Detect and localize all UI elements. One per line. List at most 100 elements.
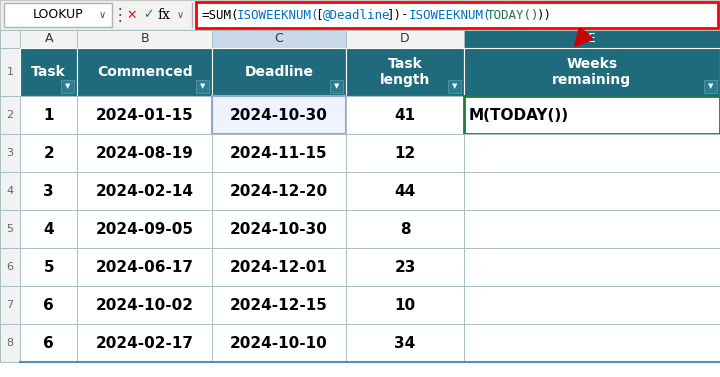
Bar <box>346 210 464 248</box>
Bar <box>0 248 20 286</box>
Bar <box>20 48 78 96</box>
Text: 1: 1 <box>43 107 54 123</box>
Bar <box>346 172 464 210</box>
Bar <box>78 134 212 172</box>
Text: 3: 3 <box>6 148 14 158</box>
Text: Weeks: Weeks <box>567 57 618 71</box>
Bar <box>4 3 112 27</box>
Text: [: [ <box>315 9 323 21</box>
Text: 2024-12-01: 2024-12-01 <box>230 259 328 274</box>
Bar <box>346 324 464 362</box>
Bar <box>464 210 720 248</box>
Bar <box>20 210 78 248</box>
Bar <box>464 96 720 134</box>
Text: 6: 6 <box>43 336 54 351</box>
Bar <box>78 48 212 96</box>
Text: ISOWEEKNUM(: ISOWEEKNUM( <box>237 9 319 21</box>
Text: 2: 2 <box>43 146 54 161</box>
Text: ⋮: ⋮ <box>112 6 128 24</box>
Bar <box>61 80 74 93</box>
Bar <box>448 80 461 93</box>
Bar <box>78 96 212 134</box>
Text: 5: 5 <box>6 224 14 234</box>
Text: 44: 44 <box>395 184 415 199</box>
Bar <box>20 248 78 286</box>
Bar <box>78 324 212 362</box>
Bar <box>0 48 20 96</box>
Text: @Deadline: @Deadline <box>323 9 390 21</box>
Text: 8: 8 <box>6 338 14 348</box>
Text: 41: 41 <box>395 107 415 123</box>
Bar <box>20 286 78 324</box>
Text: ∨: ∨ <box>176 10 184 20</box>
Bar <box>464 134 720 172</box>
Bar <box>78 172 212 210</box>
Text: ▼: ▼ <box>708 83 714 89</box>
Text: 2024-11-15: 2024-11-15 <box>230 146 328 161</box>
Bar <box>0 286 20 324</box>
Bar <box>78 210 212 248</box>
Bar <box>464 324 720 362</box>
Text: =SUM(: =SUM( <box>201 9 238 21</box>
Bar <box>212 30 346 48</box>
Text: 2024-10-30: 2024-10-30 <box>230 222 328 236</box>
Bar <box>20 30 78 48</box>
Bar <box>212 210 346 248</box>
Bar <box>212 286 346 324</box>
Text: E: E <box>588 32 596 46</box>
Text: 2024-06-17: 2024-06-17 <box>96 259 194 274</box>
Bar <box>20 324 78 362</box>
Text: M(TODAY()): M(TODAY()) <box>469 107 569 123</box>
Bar <box>346 248 464 286</box>
Text: 2024-10-10: 2024-10-10 <box>230 336 328 351</box>
Text: Commenced: Commenced <box>96 65 192 79</box>
Bar <box>346 96 464 134</box>
Bar <box>212 134 346 172</box>
Text: 34: 34 <box>395 336 415 351</box>
Bar <box>196 80 209 93</box>
Bar <box>78 30 212 48</box>
Text: 2024-10-02: 2024-10-02 <box>96 297 194 313</box>
Bar <box>20 172 78 210</box>
Bar <box>78 248 212 286</box>
Bar <box>346 134 464 172</box>
Text: Task: Task <box>387 57 423 71</box>
Text: B: B <box>140 32 149 46</box>
Text: ∨: ∨ <box>99 10 106 20</box>
Text: 7: 7 <box>6 300 14 310</box>
Text: 23: 23 <box>395 259 415 274</box>
Bar <box>346 48 464 96</box>
Text: LOOKUP: LOOKUP <box>32 9 84 21</box>
Text: 2024-09-05: 2024-09-05 <box>96 222 194 236</box>
Text: D: D <box>400 32 410 46</box>
Text: 6: 6 <box>43 297 54 313</box>
Text: 3: 3 <box>43 184 54 199</box>
Text: TODAY(): TODAY() <box>487 9 539 21</box>
Text: ISOWEEKNUM(: ISOWEEKNUM( <box>408 9 491 21</box>
Text: 4: 4 <box>43 222 54 236</box>
Text: -: - <box>401 9 409 21</box>
Bar <box>464 172 720 210</box>
Text: 12: 12 <box>395 146 415 161</box>
Text: 10: 10 <box>395 297 415 313</box>
Bar <box>464 30 720 48</box>
Text: ✕: ✕ <box>127 9 138 21</box>
Text: 2024-02-14: 2024-02-14 <box>96 184 194 199</box>
Text: )): )) <box>537 9 552 21</box>
Text: ▼: ▼ <box>334 83 339 89</box>
Bar <box>0 0 720 30</box>
Bar <box>0 30 20 48</box>
Text: ▼: ▼ <box>66 83 71 89</box>
Bar <box>212 324 346 362</box>
Text: 4: 4 <box>6 186 14 196</box>
Bar <box>330 80 343 93</box>
Text: Deadline: Deadline <box>245 65 313 79</box>
Bar <box>212 48 346 96</box>
Text: ✓: ✓ <box>143 9 153 21</box>
Text: 8: 8 <box>400 222 410 236</box>
Bar <box>464 286 720 324</box>
Text: remaining: remaining <box>552 73 631 87</box>
Text: 2024-10-30: 2024-10-30 <box>230 107 328 123</box>
Bar <box>78 286 212 324</box>
Text: 2024-12-20: 2024-12-20 <box>230 184 328 199</box>
